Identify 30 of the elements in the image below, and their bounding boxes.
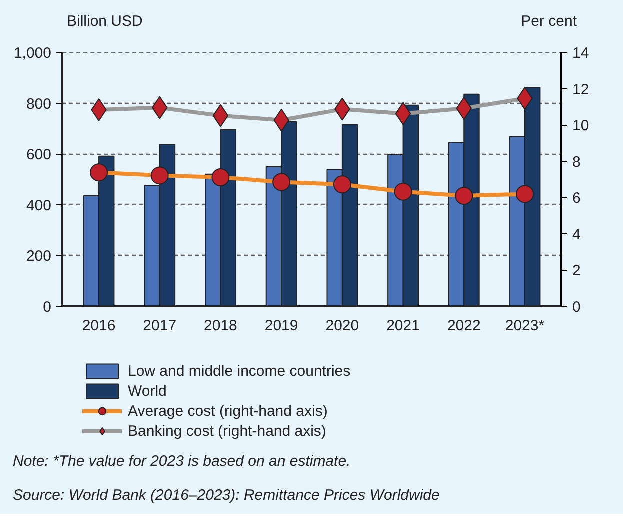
y2-tick-label: 2 [572,262,581,280]
y2-tick-label: 0 [572,299,581,316]
y2-tick-label: 14 [572,45,590,62]
y-tick-label: 400 [26,197,52,214]
x-tick-label: 2023* [505,318,545,334]
legend-label: Low and middle income countries [128,362,351,380]
y-axis-title: Billion USD [67,12,143,32]
y-tick-label: 1,000 [14,45,52,62]
legend-label: World [128,382,167,400]
text: Note: *The value for 2023 is based on an estimate. [13,452,351,472]
y2-tick-label: 8 [572,154,581,171]
source-note: Source: World Bank (2016–2023): Remittance Prices Worldwide [13,486,440,506]
x-tick-label: 2018 [204,318,238,334]
legend-label: Banking cost (right-hand axis) [128,422,326,440]
y-tick-label: 800 [26,96,52,113]
y2-axis-title: Per cent [521,12,577,32]
y-tick-label: 600 [26,146,52,164]
x-tick-label: 2021 [386,318,420,334]
legend-label: Average cost (right-hand axis) [128,402,328,420]
y2-tick-label: 6 [572,190,581,208]
x-tick-label: 2020 [326,318,360,334]
x-tick-label: 2019 [264,318,298,334]
x-tick-label: 2017 [143,318,177,334]
y-tick-label: 200 [26,248,52,266]
y2-tick-label: 10 [572,118,590,135]
y2-tick-label: 4 [572,226,581,244]
y2-tick-label: 12 [572,81,590,98]
x-tick-label: 2022 [447,318,481,334]
y-tick-label: 0 [43,299,52,316]
x-tick-label: 2016 [82,318,116,334]
